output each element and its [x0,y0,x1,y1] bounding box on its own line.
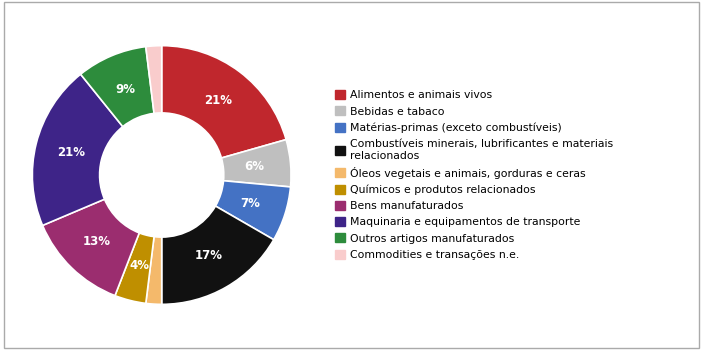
Wedge shape [32,74,123,225]
Legend: Alimentos e animais vivos, Bebidas e tabaco, Matérias-primas (exceto combustívei: Alimentos e animais vivos, Bebidas e tab… [335,90,614,260]
Text: 17%: 17% [194,249,222,262]
Wedge shape [146,46,162,113]
Wedge shape [43,199,139,296]
Wedge shape [215,181,290,240]
Wedge shape [115,233,154,303]
Text: 21%: 21% [204,94,232,107]
Wedge shape [162,46,286,158]
Text: 7%: 7% [240,197,260,210]
Text: 4%: 4% [129,259,149,272]
Wedge shape [221,140,291,187]
Text: 13%: 13% [83,235,111,248]
Text: 9%: 9% [115,83,136,96]
Text: 6%: 6% [245,160,264,173]
Text: 21%: 21% [58,146,85,159]
Wedge shape [81,47,154,127]
Wedge shape [162,206,273,304]
Wedge shape [146,237,162,304]
